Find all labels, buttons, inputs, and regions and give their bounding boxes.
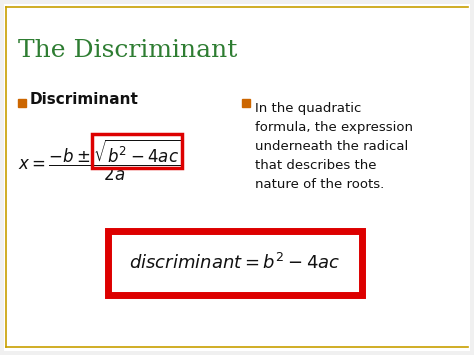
Text: The Discriminant: The Discriminant xyxy=(18,39,237,62)
Text: In the quadratic: In the quadratic xyxy=(255,102,361,115)
Text: that describes the: that describes the xyxy=(255,159,376,172)
Text: $x = \dfrac{-b \pm \sqrt{b^2-4ac}}{2a}$: $x = \dfrac{-b \pm \sqrt{b^2-4ac}}{2a}$ xyxy=(18,137,181,182)
FancyBboxPatch shape xyxy=(4,4,470,351)
Text: $\mathit{discriminant} = b^2 - 4ac$: $\mathit{discriminant} = b^2 - 4ac$ xyxy=(129,253,341,273)
Bar xyxy=(242,99,250,107)
Text: nature of the roots.: nature of the roots. xyxy=(255,178,384,191)
Text: underneath the radical: underneath the radical xyxy=(255,140,408,153)
Text: Discriminant: Discriminant xyxy=(30,93,139,108)
Text: formula, the expression: formula, the expression xyxy=(255,121,413,134)
FancyBboxPatch shape xyxy=(108,231,362,295)
Bar xyxy=(18,99,26,107)
